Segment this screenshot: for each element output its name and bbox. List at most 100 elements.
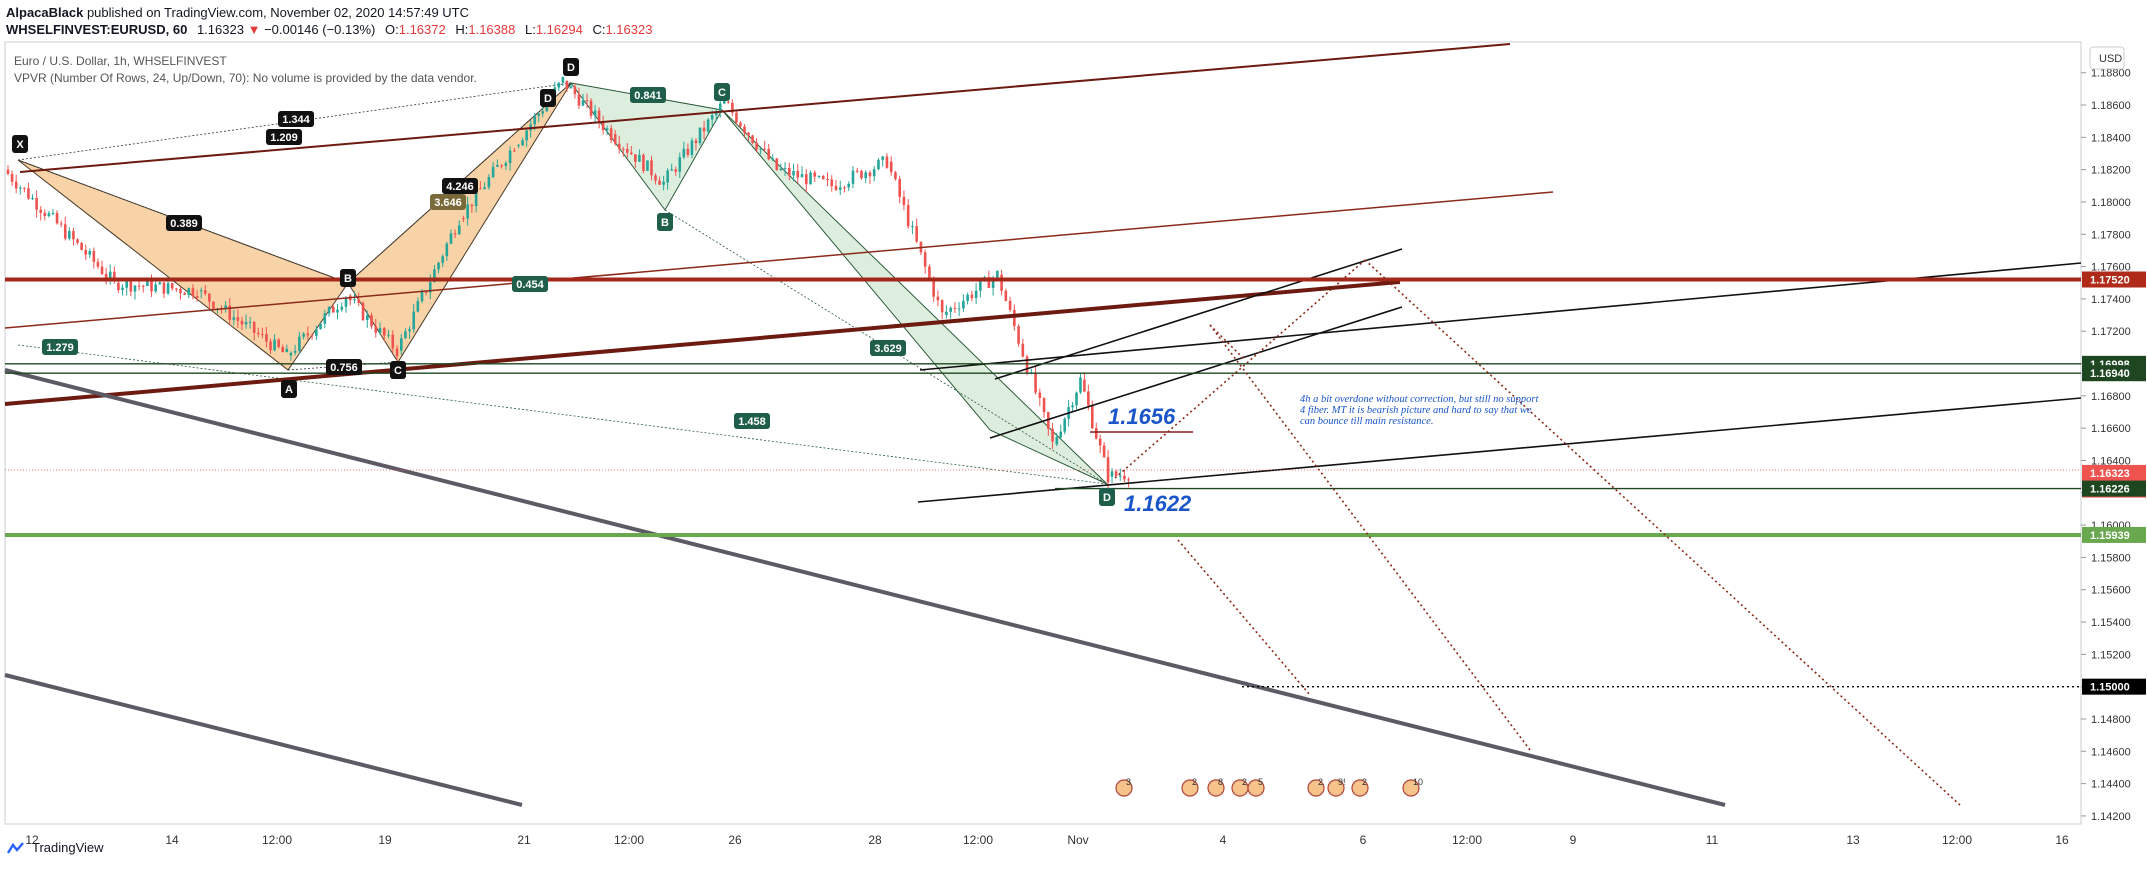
- y-tick-label: 1.17400: [2091, 294, 2131, 306]
- ratio-label: 0.454: [516, 279, 544, 291]
- candle-body: [183, 293, 186, 295]
- last-price: 1.16323: [196, 22, 244, 37]
- price-axis[interactable]: 1.18800 1.18600 1.18400 1.18200 1.18000 1.178…: [2081, 68, 2131, 823]
- candle-body: [609, 128, 613, 141]
- candle-body: [1017, 326, 1020, 344]
- trend-lines[interactable]: [4, 43, 2082, 807]
- pattern-point-label[interactable]: B: [344, 273, 352, 285]
- event-flag-icon[interactable]: [1247, 779, 1265, 797]
- pattern-point-label[interactable]: D: [567, 62, 575, 74]
- y-tick-label: 1.18400: [2091, 132, 2131, 144]
- pattern-point-label[interactable]: C: [718, 87, 726, 99]
- y-tick-label: 1.14200: [2091, 811, 2131, 823]
- pattern-point-box: [12, 135, 28, 153]
- footer-brand[interactable]: TradingView: [32, 840, 104, 855]
- dark-red-channel-mid[interactable]: [4, 191, 1554, 329]
- candle-body: [80, 242, 83, 250]
- event-count-label: 2: [1318, 777, 1323, 787]
- candle-body: [755, 143, 758, 150]
- pattern-point-label[interactable]: X: [16, 139, 24, 151]
- candle-body: [47, 213, 51, 217]
- candle-body: [1079, 377, 1082, 393]
- high-label: H:: [455, 22, 469, 37]
- candle-body: [678, 157, 682, 172]
- candle-body: [395, 348, 399, 357]
- candle-body: [1090, 405, 1094, 429]
- candle-body: [690, 140, 694, 155]
- y-tick-label: 1.18600: [2091, 100, 2131, 112]
- candle-body: [923, 252, 927, 267]
- candle-body: [1059, 431, 1063, 438]
- pattern-point-label[interactable]: A: [285, 384, 293, 396]
- pattern-point-label[interactable]: D: [1103, 492, 1111, 504]
- gray-channel-bottom[interactable]: [4, 673, 523, 807]
- author-name[interactable]: AlpacaBlack: [6, 5, 84, 20]
- dark-red-trendline-thick[interactable]: [4, 280, 1401, 406]
- projection-lines[interactable]: [1114, 259, 1961, 806]
- ratio-label-box: [278, 111, 314, 127]
- candle-body: [117, 282, 120, 291]
- event-flag-icon[interactable]: [1402, 779, 1420, 797]
- y-tick-label: 1.18000: [2091, 197, 2131, 209]
- event-flag-icon[interactable]: [1327, 779, 1345, 797]
- horizontal-levels[interactable]: [5, 277, 2081, 688]
- candle-body: [496, 165, 499, 167]
- black-channel-up-bottom[interactable]: [989, 306, 1403, 439]
- candle-body: [813, 172, 817, 177]
- ratio-labels: 0.389 1.279 0.756 4.246 3.646 1.344 1.209 0.454…: [42, 87, 906, 429]
- event-flag-icon[interactable]: [1351, 779, 1369, 797]
- pattern-point-label[interactable]: B: [661, 217, 669, 229]
- pattern-point-label[interactable]: D: [544, 93, 552, 105]
- time-axis[interactable]: 12 14 12:00 19 21 12:00 26 28 12:00 Nov 4 6 12:00 9 11…: [5, 823, 2081, 847]
- economic-events[interactable]: 3 2 8 2 5 2 9! 2 10: [1115, 777, 1423, 797]
- candle-body: [809, 172, 812, 185]
- candle-body: [1025, 356, 1029, 373]
- candle-body: [513, 150, 516, 152]
- candle-body: [179, 288, 182, 294]
- y-tick-label: 1.15200: [2091, 649, 2131, 661]
- candle-body: [141, 285, 145, 287]
- black-rising-line-2[interactable]: [917, 397, 2082, 503]
- pattern-points[interactable]: X A B C D D C B D: [12, 58, 1115, 506]
- note-annotation[interactable]: 4h a bit overdone without correction, bu…: [1300, 394, 1540, 454]
- candle-body: [27, 188, 30, 199]
- candle-body: [121, 287, 124, 291]
- ohlc-line: WHSELFINVEST:EURUSD, 60 1.16323 ▼ −0.001…: [6, 21, 652, 39]
- harmonic2-triangle-bcd: [721, 109, 1108, 485]
- candle-body: [261, 334, 264, 336]
- annotation-1-1622[interactable]: 1.1622: [1124, 491, 1192, 516]
- candle-body: [1038, 392, 1042, 399]
- candle-body: [945, 311, 948, 316]
- candle-body: [855, 170, 859, 172]
- candle-body: [682, 148, 686, 158]
- candle-body: [289, 352, 293, 356]
- event-flag-icon[interactable]: [1307, 779, 1325, 797]
- candle-body: [365, 315, 369, 320]
- candle-body: [727, 101, 730, 103]
- candle-body: [23, 187, 26, 189]
- candle-body: [962, 300, 965, 309]
- annotation-1-1656[interactable]: 1.1656: [1108, 404, 1176, 429]
- candle-body: [1123, 475, 1126, 480]
- event-count-label: 5: [1258, 777, 1263, 787]
- event-count-label: 8: [1218, 777, 1223, 787]
- event-flag-icon[interactable]: [1181, 779, 1199, 797]
- low-value: 1.16294: [535, 22, 583, 37]
- event-flag-icon[interactable]: [1115, 779, 1133, 797]
- x-tick-label: 16: [2055, 833, 2069, 847]
- pattern-point-label[interactable]: C: [394, 365, 402, 377]
- candle-body: [129, 280, 133, 292]
- event-flag-icon[interactable]: [1207, 779, 1225, 797]
- ratio-label-box: [870, 340, 906, 356]
- gray-channel-top[interactable]: [4, 368, 1726, 807]
- black-channel-up-top[interactable]: [994, 248, 1403, 380]
- price-tag-label: 1.16226: [2090, 484, 2130, 496]
- price-tag-label: 1.16323: [2090, 468, 2130, 480]
- projection-down-3: [1177, 539, 1311, 696]
- dark-red-channel-top[interactable]: [19, 43, 1511, 173]
- candle-body: [327, 306, 331, 314]
- candle-body: [76, 239, 79, 243]
- event-count-label: 10: [1413, 777, 1423, 787]
- candle-body: [537, 113, 541, 116]
